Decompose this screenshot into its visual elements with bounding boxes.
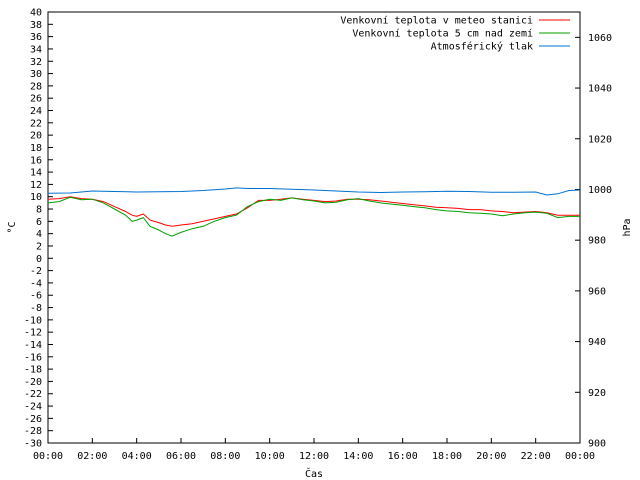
y-tick-label: 30	[30, 69, 42, 80]
y-tick-label: -14	[24, 340, 42, 351]
y-tick-label: 26	[30, 94, 42, 105]
legend-label: Venkovní teplota 5 cm nad zemí	[352, 28, 533, 40]
y-tick-label: -28	[24, 426, 42, 437]
x-tick-label: 06:00	[166, 451, 196, 462]
y2-tick-label: 980	[588, 236, 606, 247]
legend-label: Venkovní teplota v meteo stanici	[340, 15, 533, 27]
y-tick-label: -30	[24, 439, 42, 450]
y-tick-label: 6	[36, 217, 42, 228]
y-tick-label: -6	[30, 291, 42, 302]
y-axis-label: °C	[7, 221, 18, 233]
series-group	[47, 187, 581, 237]
y-tick-label: 20	[30, 131, 42, 142]
y2-tick-label: 940	[588, 337, 606, 348]
series-line-2	[47, 196, 580, 237]
legend: Venkovní teplota v meteo staniciVenkovní…	[340, 15, 570, 53]
axes: -30-28-26-24-22-20-18-16-14-12-10-8-6-4-…	[24, 8, 612, 463]
y-tick-label: 18	[30, 143, 42, 154]
x-tick-label: 22:00	[521, 451, 551, 462]
y-tick-label: 24	[30, 106, 42, 117]
y-tick-label: -8	[30, 303, 42, 314]
series-line-3	[47, 187, 581, 196]
y2-axis-label: hPa	[622, 218, 633, 236]
y-tick-label: 4	[36, 229, 42, 240]
y2-tick-label: 1060	[588, 33, 612, 44]
y-tick-label: -10	[24, 315, 42, 326]
y-tick-label: -26	[24, 414, 42, 425]
y-tick-label: 22	[30, 118, 42, 129]
y-tick-label: 40	[30, 8, 42, 19]
y2-tick-label: 1020	[588, 134, 612, 145]
y-tick-label: 32	[30, 57, 42, 68]
y-tick-label: 10	[30, 192, 42, 203]
y-tick-label: -20	[24, 377, 42, 388]
y-tick-label: 34	[30, 44, 42, 55]
x-axis-label: Čas	[305, 467, 323, 480]
y2-tick-label: 1000	[588, 185, 612, 196]
x-tick-label: 14:00	[343, 451, 373, 462]
y-tick-label: 12	[30, 180, 42, 191]
x-tick-label: 16:00	[388, 451, 418, 462]
y-tick-label: 38	[30, 20, 42, 31]
legend-label: Atmosférický tlak	[431, 41, 533, 53]
y-tick-label: 36	[30, 32, 42, 43]
y-tick-label: -22	[24, 389, 42, 400]
y-tick-label: -24	[24, 402, 42, 413]
y-tick-label: -4	[30, 278, 42, 289]
x-tick-label: 12:00	[299, 451, 329, 462]
y-tick-label: 28	[30, 81, 42, 92]
y2-tick-label: 920	[588, 388, 606, 399]
x-tick-label: 18:00	[432, 451, 462, 462]
y2-tick-label: 1040	[588, 84, 612, 95]
x-tick-label: 08:00	[210, 451, 240, 462]
y-tick-label: 0	[36, 254, 42, 265]
y-tick-label: 8	[36, 205, 42, 216]
x-tick-label: 04:00	[122, 451, 152, 462]
x-tick-label: 10:00	[255, 451, 285, 462]
y-tick-label: -12	[24, 328, 42, 339]
x-tick-label: 20:00	[476, 451, 506, 462]
y-tick-label: -16	[24, 352, 42, 363]
x-tick-label: 00:00	[33, 451, 63, 462]
x-tick-label: 00:00	[565, 451, 595, 462]
x-tick-label: 02:00	[77, 451, 107, 462]
y-tick-label: 14	[30, 168, 42, 179]
y-tick-label: -18	[24, 365, 42, 376]
y-tick-label: 16	[30, 155, 42, 166]
plot-frame	[47, 11, 581, 444]
y-tick-label: 2	[36, 241, 42, 252]
y2-tick-label: 900	[588, 439, 606, 450]
y2-tick-label: 960	[588, 286, 606, 297]
y-tick-label: -2	[30, 266, 42, 277]
